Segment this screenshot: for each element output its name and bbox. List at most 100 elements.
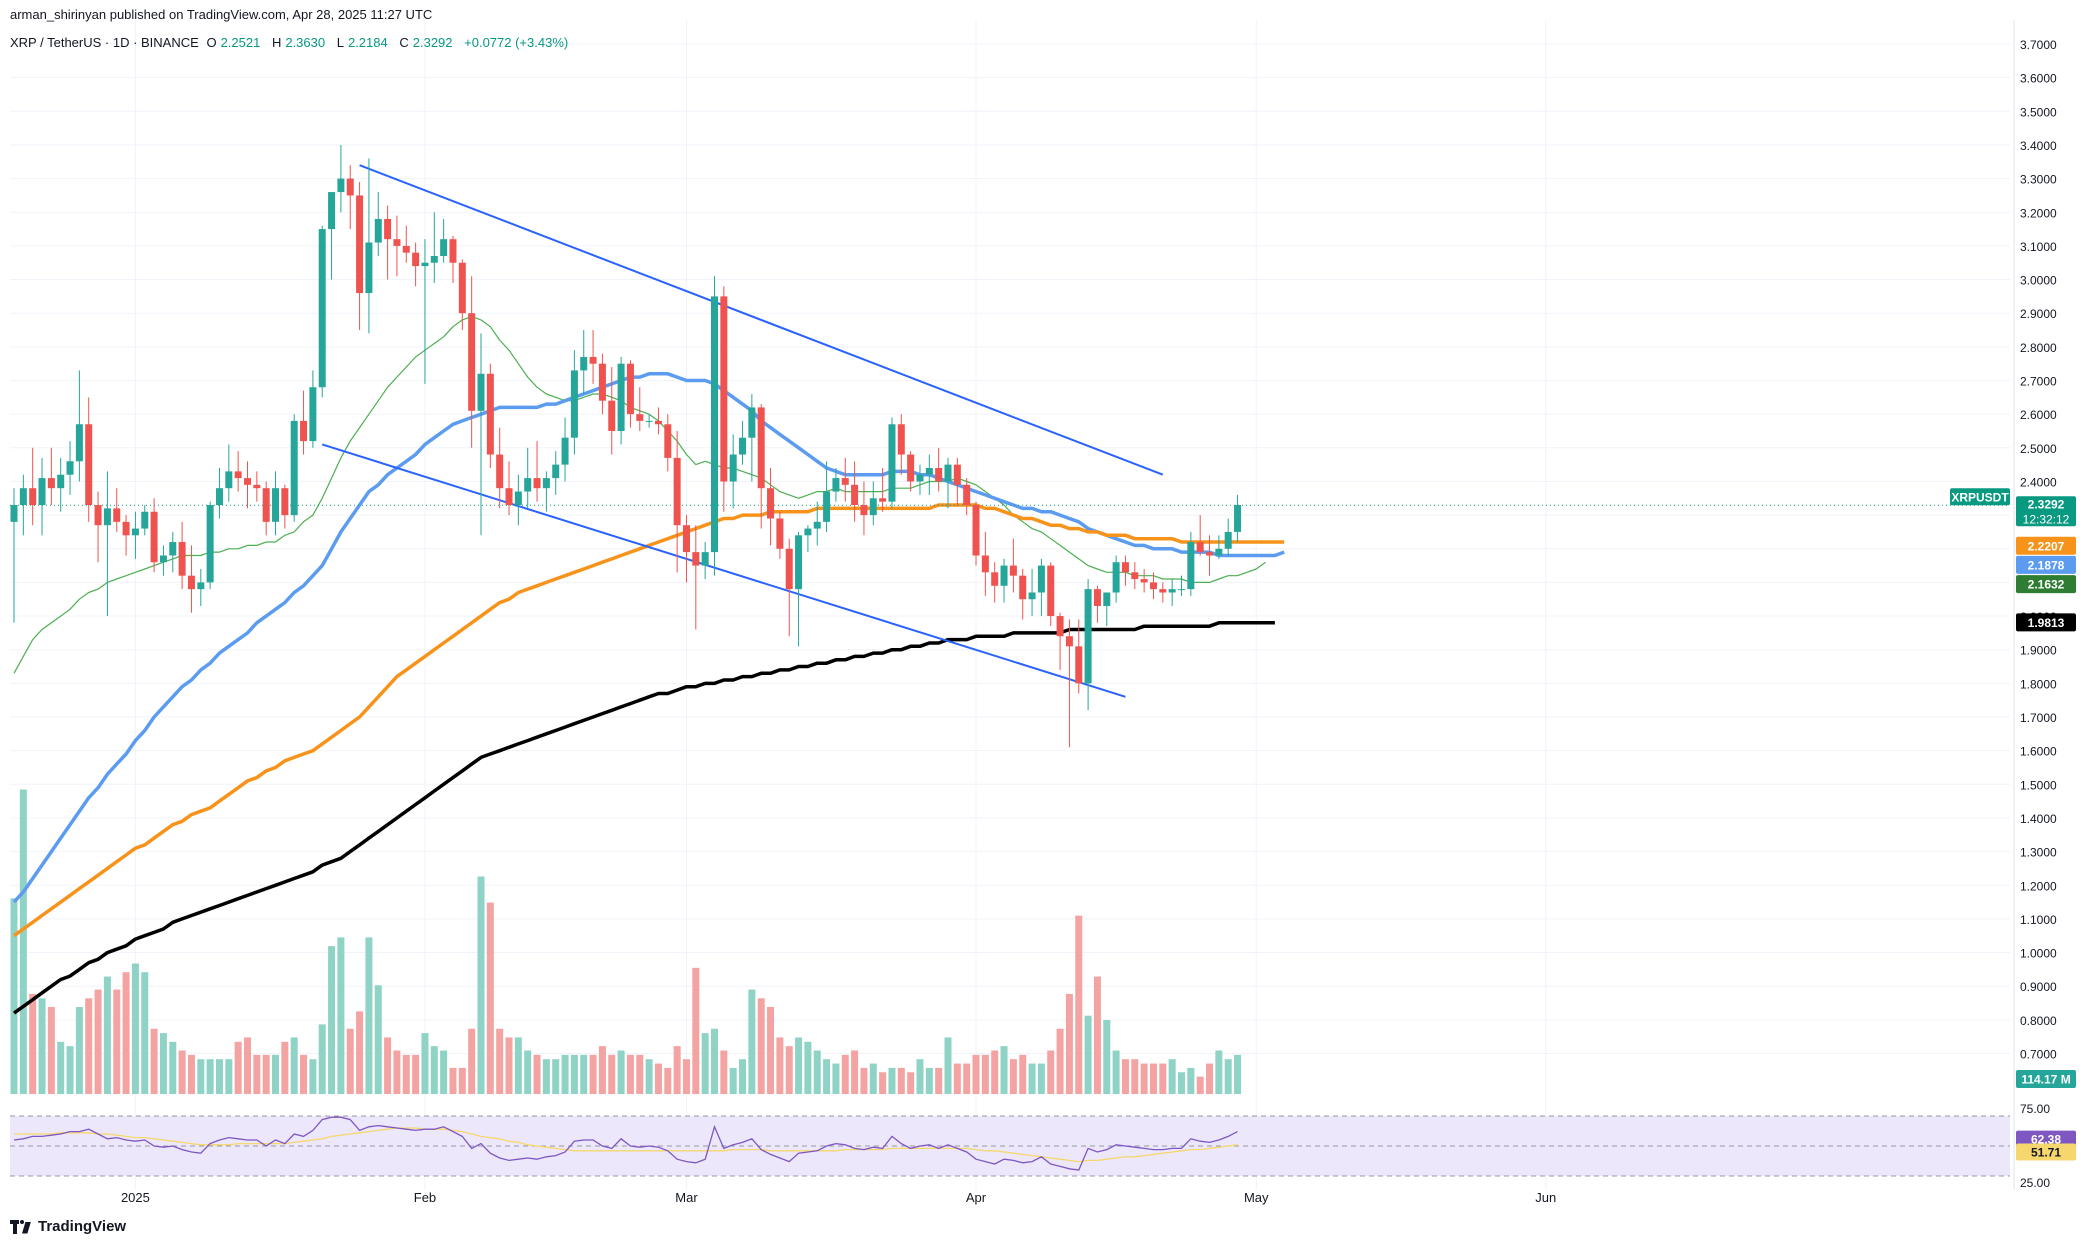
candle-body: [430, 256, 438, 263]
volume-bar: [561, 1054, 569, 1094]
volume-bar: [215, 1059, 223, 1094]
candle-body: [701, 552, 709, 566]
volume-bar: [505, 1037, 513, 1094]
candle-body: [412, 252, 420, 267]
candle-body: [944, 464, 952, 482]
ma200-badge: [2016, 613, 2076, 632]
volume-bars: [10, 789, 1242, 1094]
volume-bar: [963, 1063, 971, 1094]
tradingview-brand[interactable]: TradingView: [10, 1218, 126, 1235]
volume-bar: [421, 1033, 429, 1094]
price-tick: 3.0000: [2020, 274, 2057, 288]
candle-body: [1206, 552, 1214, 556]
candle-body: [85, 424, 93, 506]
ma200-badge-text: 1.9813: [2028, 616, 2065, 630]
candle-body: [38, 478, 46, 506]
volume-bar: [524, 1050, 532, 1094]
volume-bar: [832, 1063, 840, 1094]
volume-bar: [916, 1059, 924, 1094]
candle-body: [1159, 589, 1167, 593]
candle-body: [851, 484, 859, 506]
time-tick: May: [1244, 1190, 1269, 1205]
volume-bar: [514, 1037, 522, 1094]
candle-body: [29, 488, 37, 506]
volume-bar: [374, 985, 382, 1094]
candle-body: [1093, 589, 1101, 606]
volume-bar: [197, 1059, 205, 1094]
price-tick: 3.2000: [2020, 206, 2057, 220]
candle-body: [19, 488, 27, 506]
volume-bar: [1168, 1059, 1176, 1094]
candle-body: [776, 518, 784, 549]
volume-bar: [991, 1050, 999, 1094]
price-axis[interactable]: 3.7000 3.6000 3.5000 3.4000 3.3000 3.2000 3.10…: [2013, 20, 2057, 1190]
candle-body: [159, 555, 167, 563]
rsi-upper-tick: 75.00: [2020, 1102, 2050, 1116]
price-tick: 1.0000: [2020, 947, 2057, 961]
candle-body: [178, 542, 186, 576]
volume-bar: [720, 1050, 728, 1094]
volume-bar: [869, 1063, 877, 1094]
volume-bar: [449, 1067, 457, 1094]
lower-channel-line: [321, 443, 1126, 698]
volume-bar: [1121, 1059, 1129, 1094]
volume-bar: [888, 1067, 896, 1094]
volume-bar: [458, 1067, 466, 1094]
price-tick: 1.1000: [2020, 913, 2057, 927]
candle-body: [860, 505, 868, 516]
volume-bar: [748, 989, 756, 1094]
volume-bar: [739, 1059, 747, 1094]
ma20-badge-text: 2.1632: [2028, 578, 2065, 592]
candle-body: [832, 478, 840, 492]
volume-bar: [150, 1028, 158, 1094]
volume-bar: [1000, 1046, 1008, 1094]
candle-body: [1131, 572, 1139, 580]
volume-bar: [19, 789, 27, 1094]
volume-bar: [598, 1046, 606, 1094]
xrpusdt-badge-countdown: 12:32:12: [2023, 512, 2070, 526]
candle-body: [505, 488, 513, 506]
candle-body: [122, 521, 130, 536]
volume-bar: [664, 1067, 672, 1094]
candle-body: [234, 471, 242, 479]
candle-body: [673, 457, 681, 526]
price-tick: 1.5000: [2020, 778, 2057, 792]
candle-body: [75, 424, 83, 462]
candle-body: [991, 572, 999, 586]
ma20-badge: [2016, 575, 2076, 594]
publisher-line: arman_shirinyan published on TradingView…: [10, 7, 433, 22]
candle-body: [346, 178, 354, 196]
volume-bar: [692, 967, 700, 1094]
volume-bar: [626, 1054, 634, 1094]
volume-bar: [113, 989, 121, 1094]
volume-bar: [244, 1037, 251, 1094]
grid: [10, 20, 2010, 1190]
volume-bar: [141, 972, 149, 1094]
symbol-tag: [1950, 488, 2010, 506]
symbol-title[interactable]: XRP / TetherUS · 1D · BINANCE: [10, 35, 199, 50]
candle-body: [150, 511, 158, 563]
volume-bar: [281, 1041, 289, 1094]
candle-body: [514, 491, 522, 506]
candle-body: [365, 242, 373, 294]
price-tick: 2.6000: [2020, 408, 2057, 422]
candle-body: [57, 474, 65, 489]
volume-bar: [468, 1028, 476, 1094]
volume-bar: [1019, 1054, 1027, 1094]
volume-bar: [804, 1041, 812, 1094]
price-tick: 1.3000: [2020, 846, 2057, 860]
candle-body: [103, 508, 111, 526]
volume-bar: [94, 989, 102, 1094]
price-tick: 1.4000: [2020, 812, 2057, 826]
time-axis[interactable]: 2025 Feb Mar Apr May Jun: [121, 1190, 1556, 1205]
price-tick: 1.2000: [2020, 879, 2057, 893]
volume-bar: [187, 1054, 195, 1094]
volume-bar: [729, 1067, 737, 1094]
candle-body: [1196, 542, 1204, 553]
volume-bar: [1056, 1028, 1064, 1094]
volume-bar: [1028, 1063, 1036, 1094]
volume-bar: [131, 963, 139, 1094]
volume-bar: [851, 1050, 859, 1094]
candle-body: [757, 407, 765, 489]
